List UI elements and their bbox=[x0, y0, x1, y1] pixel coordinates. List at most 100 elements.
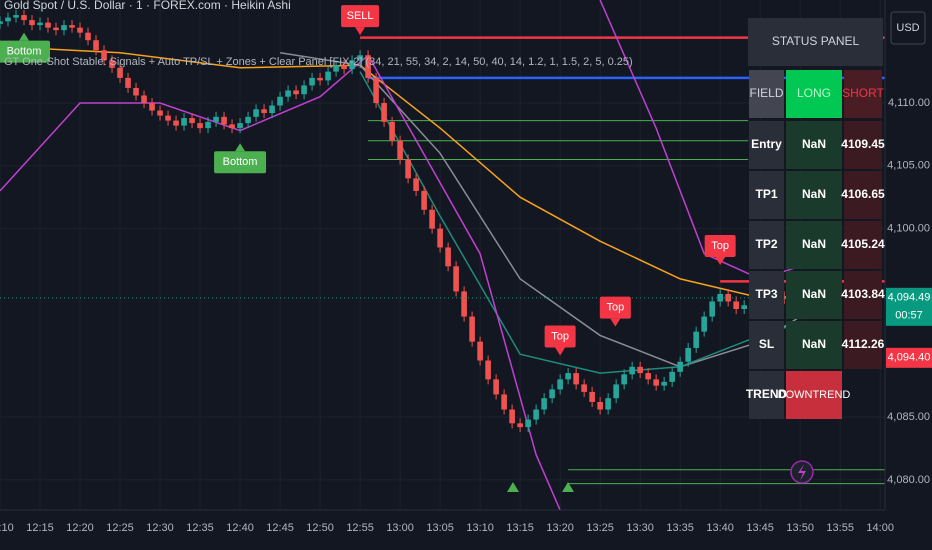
candle-body bbox=[605, 398, 611, 410]
candle-body bbox=[637, 366, 643, 374]
candle-body bbox=[709, 301, 715, 317]
panel-value: TP2 bbox=[755, 237, 777, 251]
candle-body bbox=[445, 247, 451, 267]
currency: USD bbox=[896, 22, 919, 34]
panel-value: 4105.24 bbox=[841, 237, 885, 251]
x-tick-label: 13:25 bbox=[586, 522, 614, 534]
x-tick-label: 12:25 bbox=[106, 522, 134, 534]
candle-body bbox=[533, 409, 539, 420]
candle-body bbox=[405, 159, 411, 179]
x-tick-label: 12:35 bbox=[186, 522, 214, 534]
candle-body bbox=[733, 301, 739, 310]
buy-marker bbox=[562, 482, 574, 492]
candle-body bbox=[685, 347, 691, 362]
status-panel: STATUS PANEL FIELD LONG SHORT Entry NaN 4109.4… bbox=[746, 18, 885, 419]
candle-body bbox=[501, 394, 507, 410]
x-tick-label: 12:20 bbox=[66, 522, 94, 534]
signal-box bbox=[599, 296, 631, 319]
candle-body bbox=[373, 77, 379, 104]
candle-body bbox=[125, 77, 131, 88]
candle-body bbox=[197, 123, 203, 129]
y-tick-label: 4,100.00 bbox=[887, 223, 930, 235]
candle-body bbox=[317, 77, 323, 81]
panel-cell bbox=[844, 271, 882, 319]
candle-body bbox=[181, 118, 187, 126]
candle-body bbox=[437, 228, 443, 248]
axes: 4,080.00 4,085.00 4,100.00 4,105.00 4,110.00… bbox=[0, 97, 932, 534]
candle-body bbox=[61, 25, 67, 31]
panel-cell bbox=[749, 371, 784, 419]
candle-body bbox=[357, 55, 363, 61]
signal-pointer bbox=[355, 27, 366, 36]
panel-cell bbox=[749, 271, 784, 319]
candle-body bbox=[397, 140, 403, 160]
candle-body bbox=[221, 116, 227, 125]
candle-body bbox=[245, 116, 251, 124]
signal-pointer bbox=[235, 143, 246, 152]
price-axis bbox=[885, 0, 932, 550]
candle-body bbox=[461, 291, 467, 317]
x-tick-label: 13:55 bbox=[826, 522, 854, 534]
candle-body bbox=[109, 60, 115, 68]
x-tick-label: 13:50 bbox=[786, 522, 814, 534]
candle-body bbox=[493, 379, 499, 395]
candle-body bbox=[613, 384, 619, 399]
panel-cell bbox=[844, 121, 882, 169]
y-tick-label: 4,105.00 bbox=[887, 160, 930, 172]
candle-body bbox=[421, 190, 427, 210]
candle-body bbox=[589, 391, 595, 402]
candle-body bbox=[693, 331, 699, 348]
x-tick-label: 12:55 bbox=[346, 522, 374, 534]
candle-body bbox=[349, 60, 355, 70]
panel-value: NaN bbox=[802, 237, 826, 251]
panel-value: 4106.65 bbox=[841, 187, 885, 201]
candle-body bbox=[517, 423, 523, 428]
signal-pointer bbox=[715, 257, 726, 266]
candle-body bbox=[485, 360, 491, 380]
grid bbox=[0, 0, 885, 510]
candle-body bbox=[165, 115, 171, 121]
y-tick-label: 4,085.00 bbox=[887, 411, 930, 423]
panel-cell bbox=[786, 321, 842, 369]
signal-pointer bbox=[610, 318, 621, 327]
currency-button[interactable] bbox=[890, 11, 926, 45]
signal-label: Top bbox=[711, 240, 729, 252]
indicator-line bbox=[0, 45, 801, 299]
panel-value: TP1 bbox=[755, 187, 777, 201]
panel-cell bbox=[749, 221, 784, 269]
x-tick-label: 12:30 bbox=[146, 522, 174, 534]
panel-value: TP3 bbox=[755, 287, 777, 301]
signal-label: Bottom bbox=[223, 156, 258, 168]
candle-body bbox=[45, 22, 51, 28]
panel-header: FIELD bbox=[749, 86, 783, 100]
signal-box bbox=[704, 235, 736, 258]
panel-cell bbox=[786, 171, 842, 219]
alert-bolt bbox=[798, 464, 806, 481]
signal-box bbox=[214, 151, 267, 174]
panel-title: STATUS PANEL bbox=[772, 34, 860, 48]
panel-value: 4103.84 bbox=[841, 287, 885, 301]
x-tick-label: 13:00 bbox=[386, 522, 414, 534]
panel-value: NaN bbox=[802, 337, 826, 351]
x-tick-label: 13:20 bbox=[546, 522, 574, 534]
candle-body bbox=[477, 341, 483, 361]
panel-trend-cell bbox=[786, 371, 842, 419]
signal-pointer bbox=[19, 32, 30, 41]
candle-body bbox=[333, 65, 339, 72]
candle-body bbox=[141, 95, 147, 104]
candle-body bbox=[541, 398, 547, 410]
signal-box bbox=[544, 325, 576, 348]
signal-label: SELL bbox=[347, 10, 374, 22]
countdown: 00:57 bbox=[895, 310, 923, 322]
candle-body bbox=[429, 209, 435, 229]
candle-body bbox=[413, 178, 419, 191]
candle-body bbox=[453, 266, 459, 292]
panel-trend-label: TREND bbox=[746, 387, 788, 401]
signal-box bbox=[0, 40, 51, 63]
panel-value: SL bbox=[759, 337, 774, 351]
buy-marker bbox=[507, 482, 519, 492]
candle-body bbox=[669, 371, 675, 382]
candle-body bbox=[149, 103, 155, 111]
candle-body bbox=[85, 32, 91, 41]
